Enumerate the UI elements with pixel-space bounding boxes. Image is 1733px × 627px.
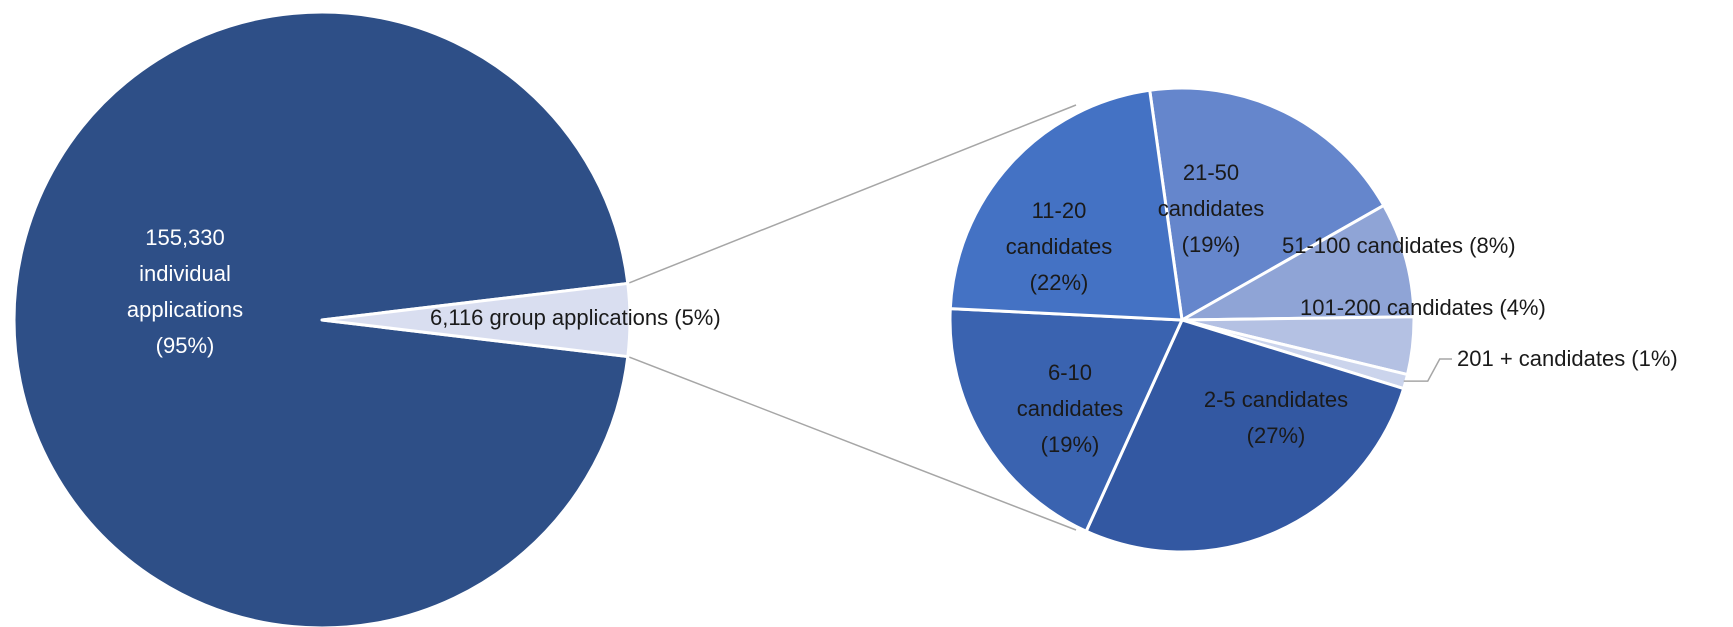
data-label-line: 201 + candidates (1%) xyxy=(1457,346,1678,371)
data-label-line: (19%) xyxy=(1182,232,1241,257)
data-label-line: (27%) xyxy=(1247,423,1306,448)
data-label-individual-applications: 155,330 individual applications (95%) xyxy=(127,225,243,358)
secondary-pie xyxy=(948,86,1416,554)
data-label-101-200-candidates: 101-200 candidates (4%) xyxy=(1300,295,1546,320)
data-label-line: 101-200 candidates (4%) xyxy=(1300,295,1546,320)
data-label-line: candidates xyxy=(1006,234,1112,259)
slice-21-50-candidates xyxy=(1148,86,1386,322)
slice-6-10-candidates xyxy=(948,307,1184,533)
main-pie xyxy=(12,10,632,627)
data-label-line: candidates xyxy=(1017,396,1123,421)
data-label-line: 2-5 candidates xyxy=(1204,387,1348,412)
data-label-line: (95%) xyxy=(156,333,215,358)
data-label-line: (19%) xyxy=(1041,432,1100,457)
data-label-line: 11-20 xyxy=(1032,198,1087,223)
slice-11-20-candidates xyxy=(948,88,1184,322)
data-label-line: 6-10 xyxy=(1048,360,1092,385)
data-labels: 155,330 individual applications (95%) 6,116 … xyxy=(127,160,1678,457)
connector-line-bottom xyxy=(627,355,1077,531)
slice-51-100-candidates xyxy=(1180,203,1416,322)
slice-group-applications xyxy=(320,281,632,359)
connector-line-top xyxy=(627,104,1077,285)
data-label-line: 51-100 candidates (8%) xyxy=(1282,233,1516,258)
data-label-line: 21-50 xyxy=(1183,160,1239,185)
data-label-group-applications: 6,116 group applications (5%) xyxy=(430,305,721,330)
data-label-line: applications xyxy=(127,297,243,322)
data-label-11-20-candidates: 11-20 candidates (22%) xyxy=(1006,198,1112,295)
data-label-line: 155,330 xyxy=(145,225,225,250)
data-label-line: candidates xyxy=(1158,196,1264,221)
slice-2-5-candidates xyxy=(1084,318,1406,554)
data-label-51-100-candidates: 51-100 candidates (8%) xyxy=(1282,233,1516,258)
data-label-2-5-candidates: 2-5 candidates (27%) xyxy=(1204,387,1348,448)
data-label-line: individual xyxy=(139,261,231,286)
data-label-line: (22%) xyxy=(1030,270,1089,295)
data-label-201-candidates: 201 + candidates (1%) xyxy=(1457,346,1678,371)
data-label-line: 6,116 group applications (5%) xyxy=(430,305,721,330)
leader-line-201-plus xyxy=(1403,358,1452,382)
data-label-6-10-candidates: 6-10 candidates (19%) xyxy=(1017,360,1123,457)
data-label-21-50-candidates: 21-50 candidates (19%) xyxy=(1158,160,1264,257)
connector-lines xyxy=(627,104,1077,531)
